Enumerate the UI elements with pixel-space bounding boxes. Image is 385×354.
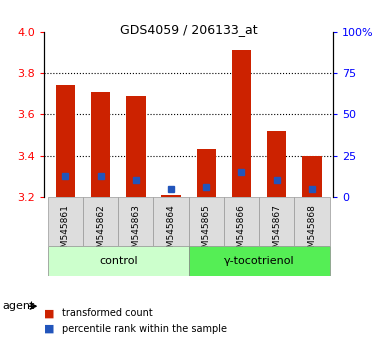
FancyBboxPatch shape	[224, 197, 259, 246]
Text: GSM545868: GSM545868	[307, 204, 316, 259]
Bar	[56, 86, 75, 197]
Bar	[126, 96, 146, 197]
Text: GSM545862: GSM545862	[96, 204, 105, 259]
Text: GDS4059 / 206133_at: GDS4059 / 206133_at	[120, 23, 258, 36]
Bar	[161, 195, 181, 197]
Bar	[197, 149, 216, 197]
Text: transformed count: transformed count	[62, 308, 152, 318]
Bar	[232, 50, 251, 197]
FancyBboxPatch shape	[189, 197, 224, 246]
FancyBboxPatch shape	[118, 197, 154, 246]
FancyBboxPatch shape	[259, 197, 294, 246]
Text: ■: ■	[44, 324, 55, 333]
Text: GSM545861: GSM545861	[61, 204, 70, 259]
Text: ■: ■	[44, 308, 55, 318]
FancyBboxPatch shape	[83, 197, 118, 246]
Text: agent: agent	[2, 301, 34, 311]
Bar	[302, 156, 321, 197]
Text: percentile rank within the sample: percentile rank within the sample	[62, 324, 227, 333]
Text: GSM545866: GSM545866	[237, 204, 246, 259]
Bar	[267, 131, 286, 197]
Bar	[91, 92, 110, 197]
FancyBboxPatch shape	[294, 197, 330, 246]
FancyBboxPatch shape	[154, 197, 189, 246]
Text: GSM545865: GSM545865	[202, 204, 211, 259]
FancyBboxPatch shape	[189, 246, 330, 276]
Text: GSM545863: GSM545863	[131, 204, 140, 259]
Text: GSM545864: GSM545864	[167, 204, 176, 259]
Text: control: control	[99, 256, 137, 266]
FancyBboxPatch shape	[48, 197, 83, 246]
Text: γ-tocotrienol: γ-tocotrienol	[224, 256, 295, 266]
Text: GSM545867: GSM545867	[272, 204, 281, 259]
FancyBboxPatch shape	[48, 246, 189, 276]
